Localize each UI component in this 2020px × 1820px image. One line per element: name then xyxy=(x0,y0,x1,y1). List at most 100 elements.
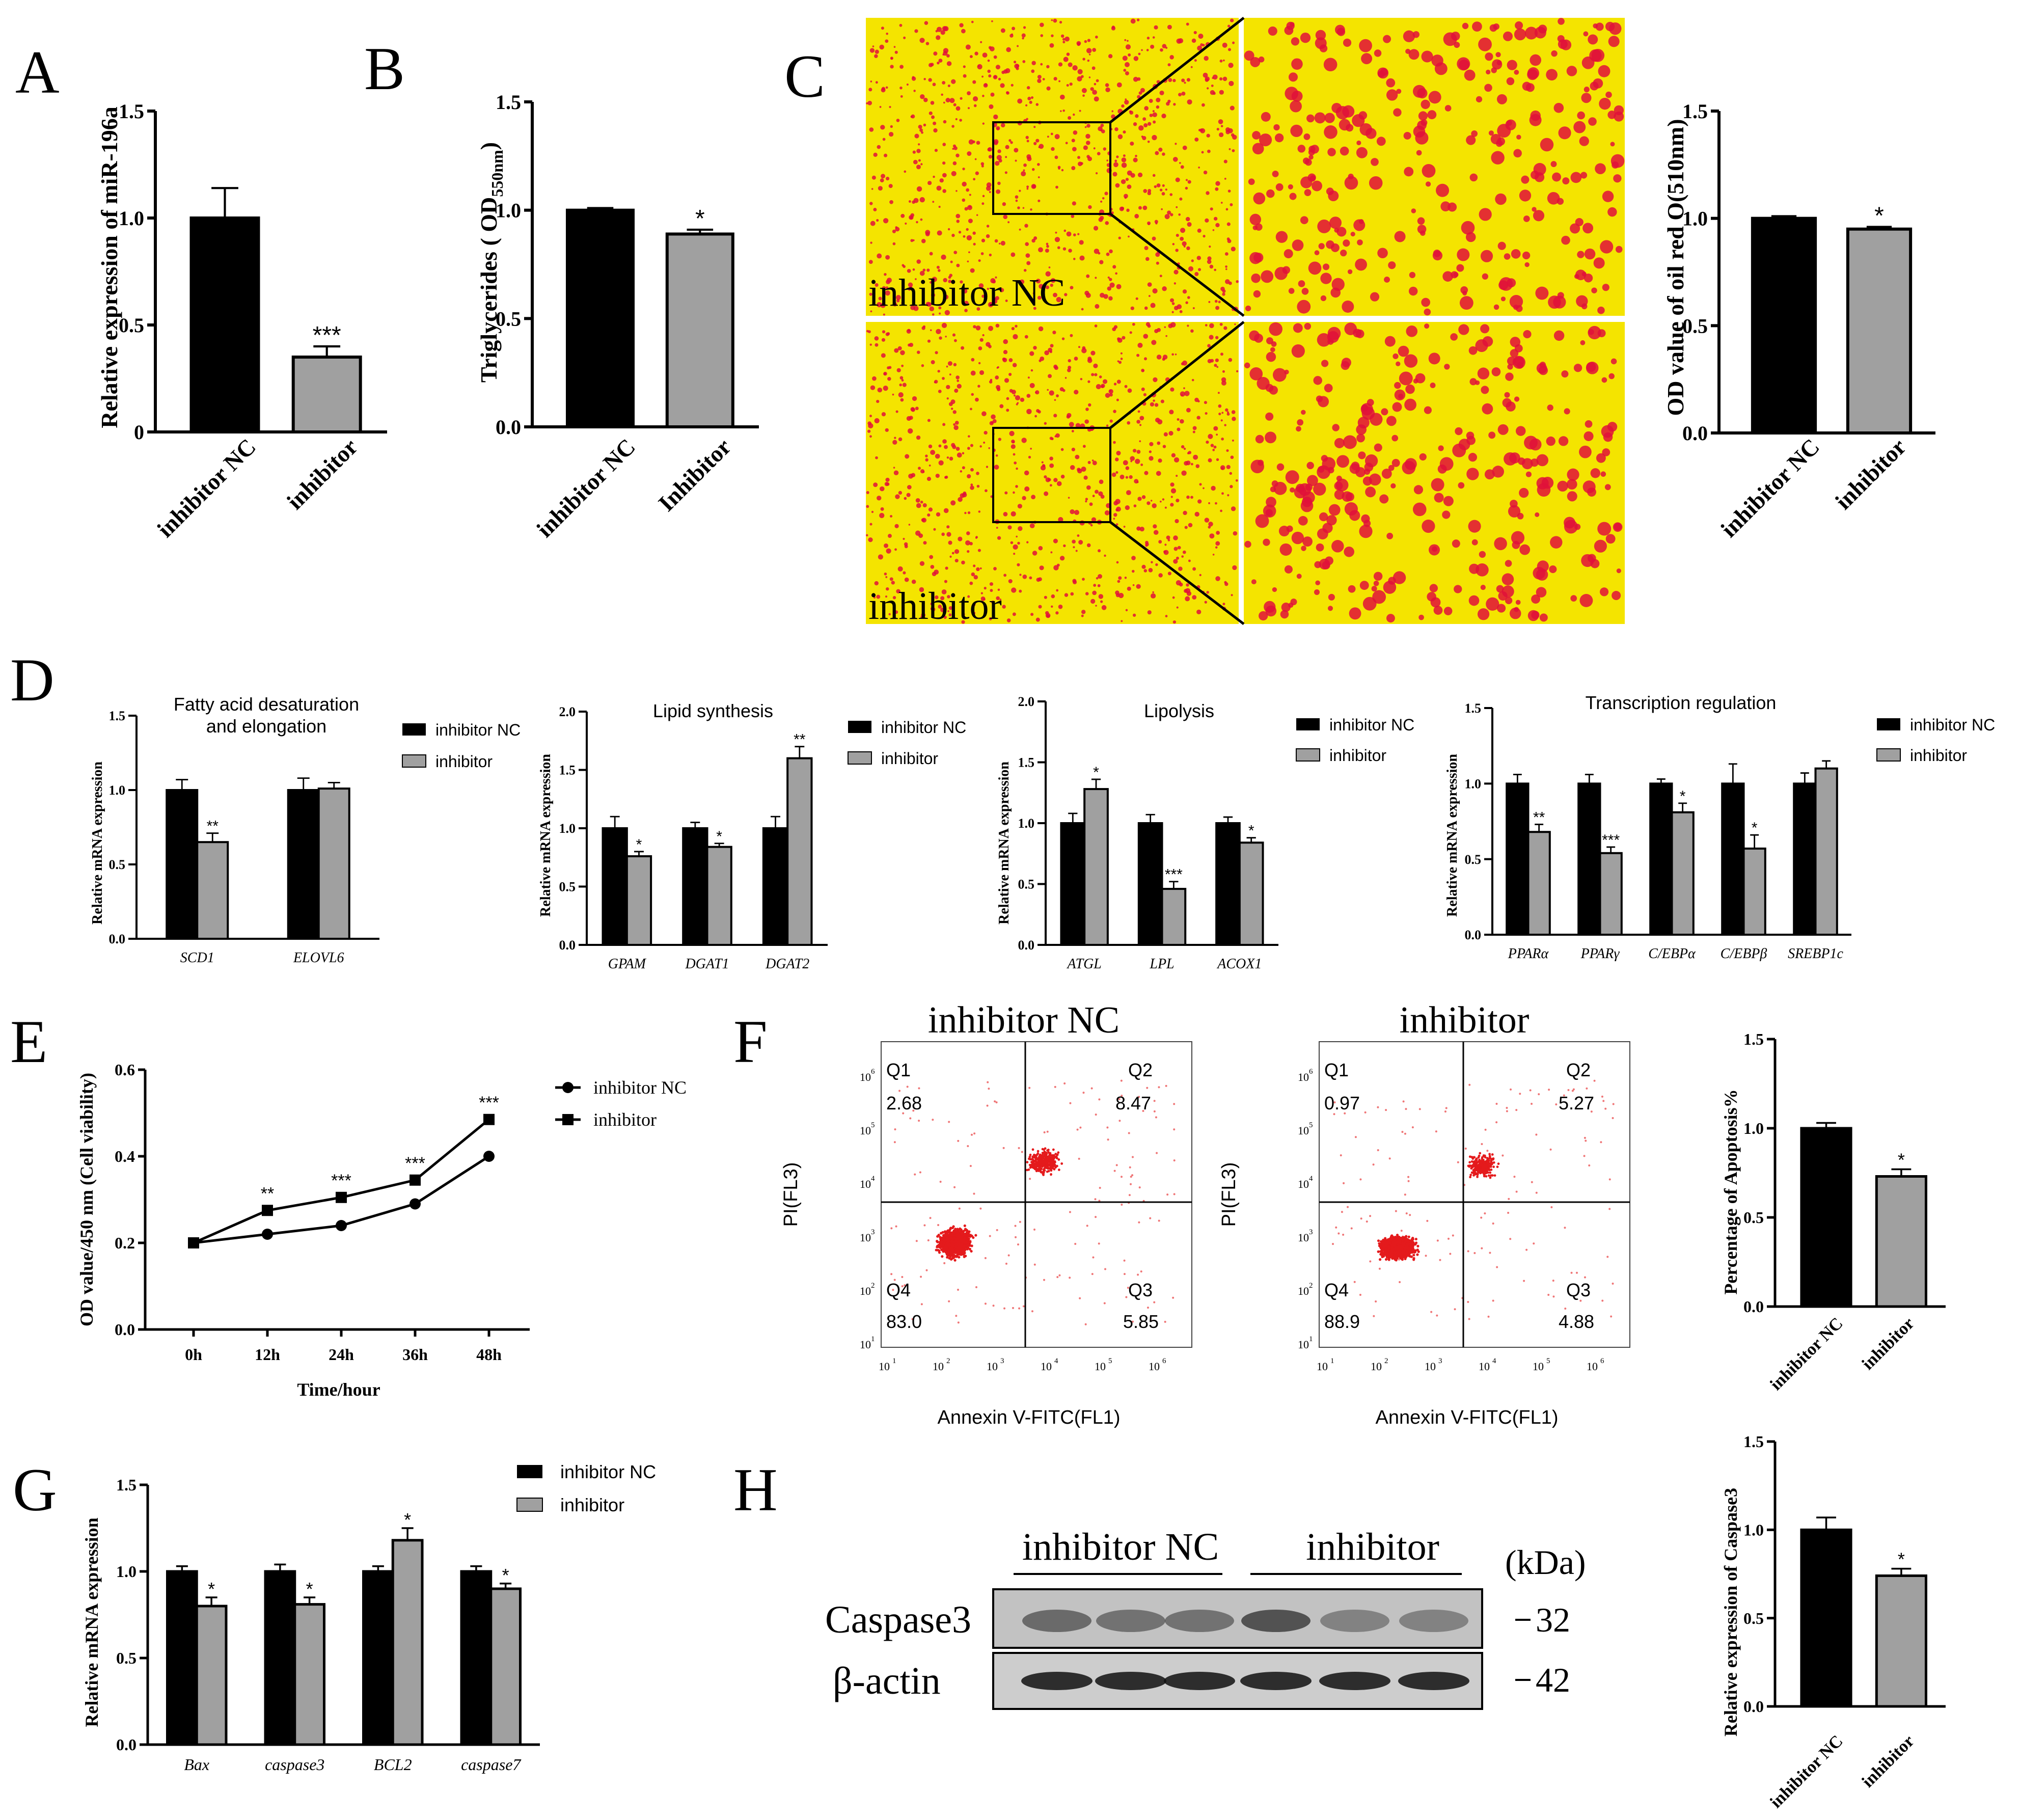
lipid-droplet xyxy=(1388,465,1395,471)
event-dot xyxy=(1086,1225,1088,1227)
lipid-droplet xyxy=(1206,440,1209,444)
lipid-droplet xyxy=(936,35,941,40)
lipid-droplet xyxy=(912,268,915,271)
lipid-droplet xyxy=(1068,249,1072,253)
lipid-droplet xyxy=(936,512,941,517)
lipid-droplet xyxy=(1187,222,1192,227)
lipid-droplet xyxy=(1197,499,1202,504)
lipid-droplet xyxy=(1111,472,1116,477)
lipid-droplet xyxy=(1162,286,1167,291)
lipid-droplet xyxy=(894,524,899,528)
chart-d3-ylabel: Relative mRNA expression xyxy=(996,762,1012,925)
lipid-droplet xyxy=(1595,163,1606,175)
lipid-droplet xyxy=(1118,592,1124,599)
lipid-droplet xyxy=(1573,364,1582,372)
lipid-droplet xyxy=(1116,451,1121,456)
lipid-droplet xyxy=(1297,145,1306,153)
lipid-droplet xyxy=(1071,447,1075,452)
lipid-droplet xyxy=(1276,463,1285,471)
lipid-droplet xyxy=(1539,362,1546,368)
lipid-droplet xyxy=(958,231,962,234)
lipid-droplet xyxy=(986,342,991,347)
x-tick-label: DGAT1 xyxy=(685,956,729,972)
event-dot xyxy=(975,1286,977,1289)
lipid-droplet xyxy=(938,269,941,272)
lipid-droplet xyxy=(1181,470,1187,476)
lipid-droplet xyxy=(1516,134,1521,140)
lipid-droplet xyxy=(1156,471,1161,476)
event-dot xyxy=(1158,1086,1160,1089)
lipid-droplet xyxy=(1081,308,1084,311)
event-dot xyxy=(968,1241,971,1244)
lipid-droplet xyxy=(1048,347,1053,352)
lipid-droplet xyxy=(969,55,973,59)
lipid-droplet xyxy=(908,282,913,287)
lipid-droplet xyxy=(1002,358,1007,363)
lipid-droplet xyxy=(1558,436,1569,446)
lipid-droplet xyxy=(1059,94,1065,100)
event-dot xyxy=(1036,1150,1040,1153)
chart-d2-bars: * *** xyxy=(602,731,813,946)
lipid-droplet xyxy=(1057,246,1060,250)
lipid-droplet xyxy=(1313,482,1326,496)
lipid-droplet xyxy=(1434,62,1448,75)
event-dot xyxy=(1074,1242,1077,1245)
lipid-droplet xyxy=(1231,133,1235,137)
lipid-droplet xyxy=(1127,184,1132,189)
lipid-droplet xyxy=(1328,504,1341,516)
lipid-droplet xyxy=(874,418,880,424)
lipid-droplet xyxy=(967,550,970,553)
lipid-droplet xyxy=(976,484,980,488)
lipid-droplet xyxy=(884,543,889,548)
lipid-droplet xyxy=(1588,329,1594,335)
lipid-droplet xyxy=(951,233,955,237)
point-inhibitor xyxy=(410,1174,421,1186)
event-dot xyxy=(1018,1147,1020,1149)
lipid-droplet xyxy=(1588,117,1597,126)
lipid-droplet xyxy=(874,336,879,341)
lipid-droplet xyxy=(1249,213,1262,226)
lipid-droplet xyxy=(1015,485,1018,488)
lipid-droplet xyxy=(1198,268,1202,271)
lipid-droplet xyxy=(1584,274,1593,283)
lipid-droplet xyxy=(1491,151,1505,165)
lipid-droplet xyxy=(956,447,960,451)
lipid-droplet xyxy=(1570,223,1580,234)
legend-swatch-inh xyxy=(402,754,426,768)
lipid-droplet xyxy=(1217,392,1220,394)
lipid-droplet xyxy=(1288,72,1298,82)
lipid-droplet xyxy=(944,310,950,315)
lipid-droplet xyxy=(1416,150,1422,156)
lipid-droplet xyxy=(1567,468,1579,481)
lipid-droplet xyxy=(1195,464,1200,468)
lipid-droplet xyxy=(1183,447,1186,450)
significance-label: * xyxy=(695,205,705,232)
lipid-droplet xyxy=(1212,553,1215,556)
q4-value-nc: 83.0 xyxy=(886,1311,922,1332)
lipid-droplet xyxy=(1514,396,1520,402)
lipid-droplet xyxy=(992,298,998,304)
lipid-droplet xyxy=(1053,292,1057,297)
lipid-droplet xyxy=(972,140,975,144)
lipid-droplet xyxy=(995,65,1000,70)
lipid-droplet xyxy=(1575,218,1584,227)
lipid-droplet xyxy=(1190,329,1194,333)
lipid-droplet xyxy=(1019,574,1022,576)
lipid-droplet xyxy=(1191,259,1194,262)
lipid-droplet xyxy=(912,239,915,241)
lipid-droplet xyxy=(929,252,933,256)
event-dot xyxy=(1015,1236,1017,1238)
y-tick-label: 1.5 xyxy=(1465,701,1482,716)
lipid-droplet xyxy=(1030,96,1034,99)
lipid-droplet xyxy=(1211,84,1214,87)
lipid-droplet xyxy=(1336,455,1349,468)
lipid-droplet xyxy=(1087,358,1093,363)
lipid-droplet xyxy=(871,510,874,513)
lipid-droplet xyxy=(1167,572,1171,576)
lipid-droplet xyxy=(1077,468,1082,474)
x-tick-label: ATGL xyxy=(1066,956,1101,972)
lipid-droplet xyxy=(1100,600,1103,603)
lipid-droplet xyxy=(1177,546,1181,550)
lipid-droplet xyxy=(982,122,985,125)
lipid-droplet xyxy=(870,221,876,226)
